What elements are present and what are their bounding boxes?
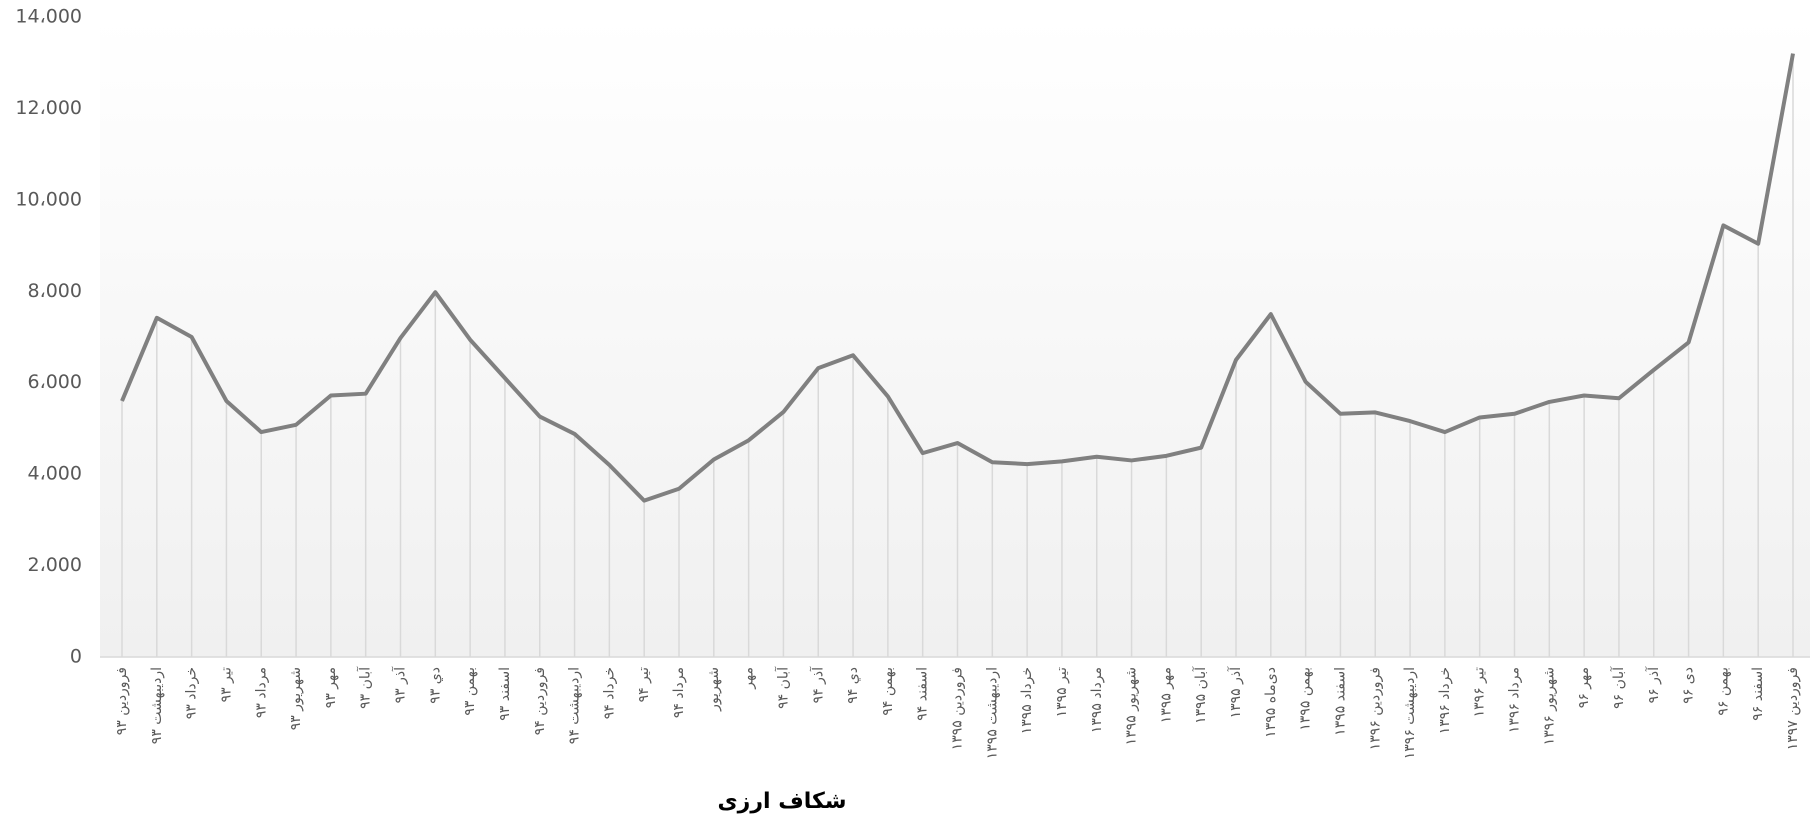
y-tick-label: 14،000	[15, 6, 82, 28]
x-tick-label: آذر ۹۴	[809, 666, 826, 703]
x-tick-label: فروردین ۹۳	[114, 667, 130, 735]
x-tick-label: خرداد ۱۳۹۶	[1437, 667, 1453, 734]
x-tick-label: آذر ۹۶	[1645, 666, 1662, 703]
x-tick-label: اردیبهشت ۹۳	[149, 667, 165, 744]
y-tick-label: 6،000	[28, 371, 83, 393]
x-tick-label: خرداد ۱۳۹۵	[1019, 667, 1035, 734]
y-tick-label: 12،000	[15, 97, 82, 119]
x-tick-label: مرداد ۹۴	[671, 667, 687, 718]
x-tick-label: اردیبهشت ۱۳۹۵	[984, 667, 1000, 759]
x-tick-label: آذر ۱۳۹۵	[1227, 666, 1244, 719]
y-tick-label: 2،000	[28, 554, 83, 576]
x-tick-label: بهمن ۹۶	[1715, 667, 1731, 716]
x-tick-label: آبان ۹۶	[1610, 666, 1627, 709]
data-line	[120, 53, 1795, 503]
x-tick-label: بهمن ۱۳۹۵	[1298, 667, 1314, 731]
x-tick-label: اردیبهشت ۹۴	[567, 667, 583, 744]
x-tick-label: مهر ۹۳	[323, 667, 339, 708]
x-tick-label: دی‌ماه ۱۳۹۵	[1263, 667, 1279, 738]
x-tick-label: شهریور ۱۳۹۵	[1124, 667, 1140, 745]
x-tick-label: آبان ۱۳۹۵	[1192, 666, 1209, 724]
x-tick-label: فروردین ۱۳۹۵	[950, 667, 966, 750]
x-tick-label: تیر ۹۳	[218, 667, 234, 702]
x-tick-label: شهریور	[706, 667, 722, 712]
x-tick-label: مهر ۹۶	[1576, 667, 1592, 708]
x-tick-label: اسفند ۹۴	[915, 667, 931, 721]
x-tick-label: فروردین ۹۴	[532, 667, 548, 735]
x-tick-label: آذر ۹۳	[392, 666, 409, 703]
x-tick-label: دي ۹۴	[845, 667, 861, 704]
x-tick-label: تیر ۹۴	[636, 667, 652, 702]
x-tick-label: مهر ۱۳۹۵	[1158, 667, 1174, 723]
x-tick-label: تیر ۱۳۹۶	[1472, 667, 1488, 717]
y-tick-label: 8،000	[28, 280, 83, 302]
x-tick-label: بهمن ۹۴	[880, 667, 896, 716]
x-tick-label: بهمن ۹۳	[462, 667, 478, 716]
y-tick-label: 10،000	[15, 188, 82, 210]
x-tick-label: مرداد ۹۳	[253, 667, 269, 718]
y-tick-label: 4،000	[28, 463, 83, 485]
x-tick-label: مرداد ۱۳۹۵	[1089, 667, 1105, 733]
x-tick-label: آبان ۹۳	[357, 666, 374, 709]
x-tick-label: اسفند ۱۳۹۵	[1332, 667, 1348, 736]
chart-title: شکاف ارزی	[718, 789, 847, 814]
x-tick-label: اسفند ۹۶	[1750, 667, 1766, 721]
x-tick-label: اردیبهشت ۱۳۹۶	[1402, 667, 1418, 759]
x-tick-label: دي ۹۳	[427, 667, 443, 704]
x-tick-label: فروردین ۱۳۹۶	[1367, 667, 1383, 750]
x-tick-label: مرداد ۱۳۹۶	[1507, 667, 1523, 733]
plot-background	[100, 17, 1810, 657]
x-tick-label: دی ۹۶	[1681, 667, 1697, 704]
x-tick-label: شهریور ۱۳۹۶	[1541, 667, 1557, 745]
x-tick-label: تیر ۱۳۹۵	[1054, 667, 1070, 717]
x-tick-label: خرداد ۹۳	[184, 667, 200, 719]
x-tick-label: مهر	[741, 667, 757, 690]
x-tick-label: آبان ۹۴	[774, 666, 791, 709]
x-tick-label: فروردین ۱۳۹۷	[1785, 667, 1801, 750]
x-tick-label: شهریور ۹۳	[288, 667, 304, 730]
x-tick-label: خرداد ۹۴	[601, 667, 617, 719]
y-tick-label: 0	[70, 646, 82, 668]
x-tick-label: اسفند ۹۳	[497, 667, 513, 721]
